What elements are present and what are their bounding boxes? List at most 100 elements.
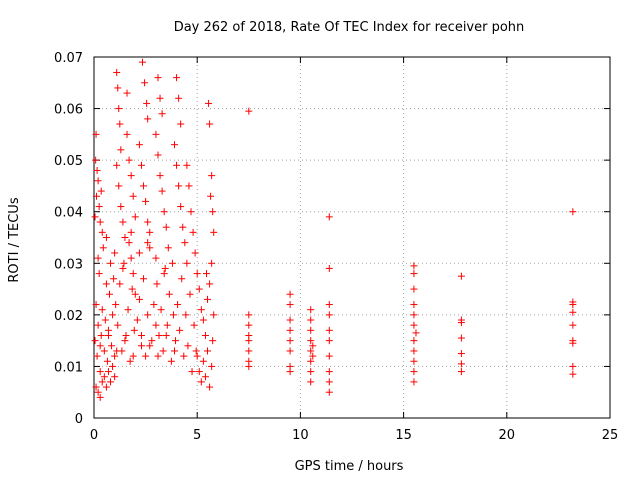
data-point <box>208 172 216 180</box>
data-point <box>137 161 145 169</box>
data-point <box>210 228 218 236</box>
data-point <box>168 259 176 267</box>
data-point <box>141 79 149 87</box>
data-point <box>92 156 100 164</box>
data-point <box>137 342 145 350</box>
data-point <box>97 331 105 339</box>
data-point <box>195 285 203 293</box>
data-point <box>116 280 124 288</box>
data-point <box>148 337 156 345</box>
data-point <box>117 146 125 154</box>
data-point <box>190 321 198 329</box>
data-point <box>139 58 147 66</box>
data-point <box>325 388 333 396</box>
data-point <box>325 337 333 345</box>
data-point <box>144 239 152 247</box>
data-point <box>144 115 152 123</box>
data-point <box>150 301 158 309</box>
data-point <box>135 141 143 149</box>
data-point <box>325 311 333 319</box>
data-point <box>410 285 418 293</box>
data-point <box>160 270 168 278</box>
data-point <box>245 311 253 319</box>
data-point <box>98 378 106 386</box>
y-tick-label: 0.05 <box>54 154 83 169</box>
data-point <box>137 331 145 339</box>
data-point <box>170 347 178 355</box>
data-point <box>178 275 186 283</box>
data-point <box>157 306 165 314</box>
data-point <box>155 331 163 339</box>
data-point <box>116 120 124 128</box>
data-point <box>119 218 127 226</box>
data-point <box>325 326 333 334</box>
data-point <box>154 352 162 360</box>
data-point <box>96 368 104 376</box>
data-point <box>112 301 120 309</box>
x-tick-label: 15 <box>395 428 412 443</box>
data-point <box>94 254 102 262</box>
data-point <box>94 388 102 396</box>
y-tick-label: 0.04 <box>54 206 83 221</box>
data-point <box>113 347 121 355</box>
data-point <box>165 290 173 298</box>
data-point <box>109 311 117 319</box>
data-points <box>91 58 577 401</box>
data-point <box>325 352 333 360</box>
data-point <box>164 244 172 252</box>
data-point <box>104 331 112 339</box>
data-point <box>131 213 139 221</box>
data-point <box>154 151 162 159</box>
data-point <box>143 99 151 107</box>
y-tick-label: 0.06 <box>54 103 83 118</box>
y-tick-label: 0.01 <box>54 360 83 375</box>
data-point <box>569 308 577 316</box>
data-point <box>286 316 294 324</box>
data-point <box>180 352 188 360</box>
data-point <box>127 228 135 236</box>
data-point <box>183 259 191 267</box>
data-point <box>146 244 154 252</box>
data-point <box>107 259 115 267</box>
data-point <box>122 331 130 339</box>
data-point <box>410 337 418 345</box>
data-point <box>94 177 102 185</box>
data-point <box>117 203 125 211</box>
data-point <box>102 234 110 241</box>
data-point <box>154 74 162 82</box>
data-point <box>100 347 108 355</box>
data-point <box>99 244 107 252</box>
data-point <box>97 187 105 195</box>
data-point <box>152 321 160 329</box>
data-point <box>569 321 577 329</box>
data-point <box>129 352 137 360</box>
data-point <box>115 105 123 113</box>
data-point <box>412 329 420 337</box>
x-tick-label: 20 <box>499 428 516 443</box>
data-point <box>111 352 119 360</box>
data-point <box>307 378 315 386</box>
data-point <box>119 264 127 272</box>
data-point <box>410 270 418 278</box>
data-point <box>325 301 333 309</box>
data-point <box>114 321 122 329</box>
data-point <box>410 347 418 355</box>
data-point <box>325 378 333 386</box>
data-point <box>128 285 136 293</box>
data-point <box>199 357 207 365</box>
data-point <box>108 342 116 350</box>
data-point <box>410 301 418 309</box>
data-point <box>130 326 138 334</box>
data-point <box>245 347 253 355</box>
data-point <box>109 362 117 370</box>
data-point <box>245 337 253 345</box>
data-point <box>410 262 418 270</box>
data-point <box>410 311 418 319</box>
chart-title: Day 262 of 2018, Rate Of TEC Index for r… <box>174 20 525 35</box>
data-point <box>191 249 199 257</box>
data-point <box>126 357 134 365</box>
data-point <box>209 337 217 345</box>
data-point <box>125 239 133 247</box>
data-point <box>123 130 131 138</box>
